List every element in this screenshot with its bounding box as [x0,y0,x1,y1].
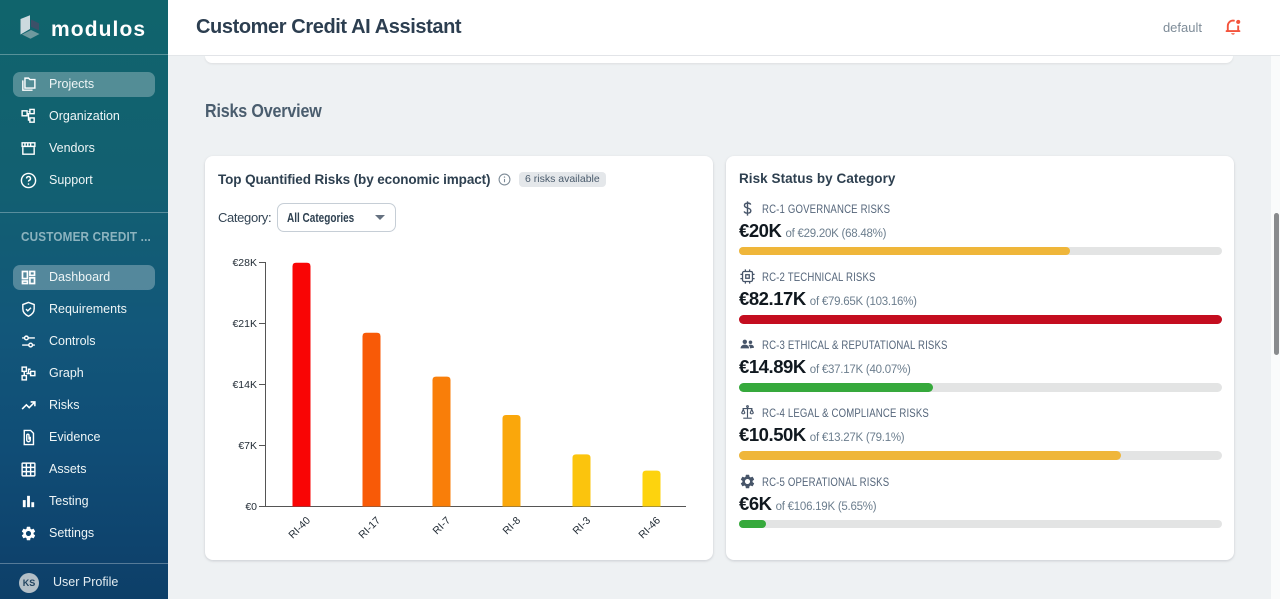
svg-text:RI-17: RI-17 [356,514,383,541]
svg-text:RI-8: RI-8 [501,514,524,537]
svg-text:€14K: €14K [232,379,257,391]
svg-text:€28K: €28K [232,257,257,269]
svg-text:€21K: €21K [232,318,257,330]
svg-text:RI-3: RI-3 [571,514,594,537]
svg-text:RI-46: RI-46 [636,514,663,541]
svg-text:€7K: €7K [238,440,257,452]
svg-text:RI-7: RI-7 [431,514,454,537]
svg-text:€0: €0 [245,501,257,513]
svg-text:RI-40: RI-40 [286,514,313,541]
